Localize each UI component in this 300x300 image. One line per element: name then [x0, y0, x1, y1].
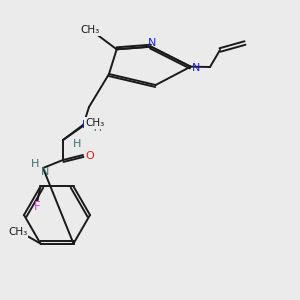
Text: O: O [85, 151, 94, 161]
Text: F: F [34, 200, 41, 213]
Text: H: H [73, 139, 81, 149]
Text: CH₃: CH₃ [8, 226, 27, 237]
Text: ·H: ·H [91, 123, 103, 133]
Text: H: H [31, 159, 39, 169]
Text: N: N [191, 63, 200, 73]
Text: N: N [82, 120, 90, 130]
Text: CH₃: CH₃ [85, 118, 105, 128]
Text: N: N [41, 167, 49, 177]
Text: N: N [148, 38, 156, 48]
Text: CH₃: CH₃ [80, 25, 99, 35]
